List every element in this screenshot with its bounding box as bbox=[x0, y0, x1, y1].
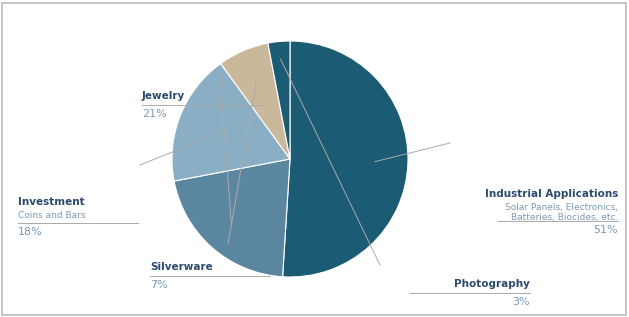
Text: Investment: Investment bbox=[18, 197, 85, 207]
Text: Silverware: Silverware bbox=[150, 262, 213, 272]
Wedge shape bbox=[282, 41, 408, 277]
Wedge shape bbox=[221, 43, 290, 159]
Text: Industrial Applications: Industrial Applications bbox=[484, 189, 618, 199]
Wedge shape bbox=[172, 63, 290, 181]
Wedge shape bbox=[174, 159, 290, 277]
Text: 51%: 51% bbox=[593, 225, 618, 235]
Text: Photography: Photography bbox=[454, 279, 530, 289]
Text: Coins and Bars: Coins and Bars bbox=[18, 211, 86, 220]
Text: 18%: 18% bbox=[18, 227, 43, 237]
Wedge shape bbox=[268, 41, 290, 159]
Text: 7%: 7% bbox=[150, 280, 168, 290]
Text: Batteries, Biocides, etc.: Batteries, Biocides, etc. bbox=[511, 213, 618, 222]
Text: Solar Panels, Electronics,: Solar Panels, Electronics, bbox=[505, 203, 618, 212]
Text: Jewelry: Jewelry bbox=[142, 91, 186, 101]
Text: 21%: 21% bbox=[142, 109, 167, 119]
Text: 3%: 3% bbox=[513, 297, 530, 307]
